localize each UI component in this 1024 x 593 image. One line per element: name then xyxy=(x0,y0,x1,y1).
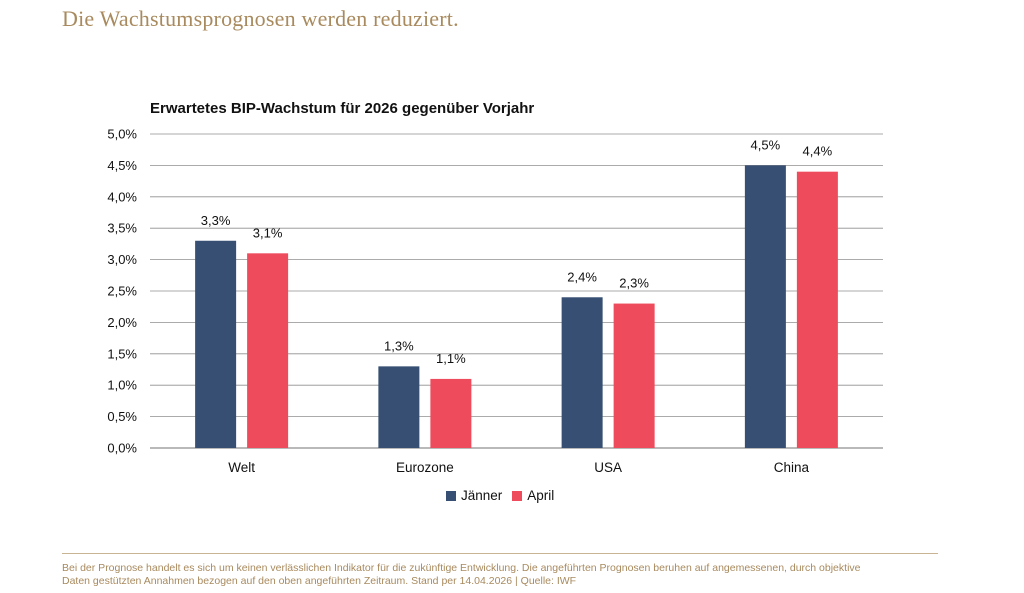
y-tick-label: 4,5% xyxy=(107,158,137,173)
footnote-line-1: Bei der Prognose handelt es sich um kein… xyxy=(62,562,861,574)
legend-item-april[interactable]: April xyxy=(512,488,554,503)
y-tick-label: 2,5% xyxy=(107,284,137,299)
legend-swatch-janner xyxy=(446,490,456,501)
legend-swatch-april xyxy=(512,490,523,501)
bar-janner-welt[interactable] xyxy=(195,240,237,448)
bar-janner-china[interactable] xyxy=(744,165,786,448)
y-tick-label: 0,5% xyxy=(107,409,137,424)
bar-april-welt[interactable] xyxy=(247,253,289,448)
data-label: 2,3% xyxy=(619,276,649,291)
y-tick-label: 5,0% xyxy=(107,127,137,142)
data-label: 1,3% xyxy=(384,338,414,353)
chart-legend: Jänner April xyxy=(446,488,564,503)
y-tick-label: 3,5% xyxy=(107,221,137,236)
data-label: 2,4% xyxy=(567,269,597,284)
chart-title: Erwartetes BIP-Wachstum für 2026 gegenüb… xyxy=(150,100,535,117)
bar-april-usa[interactable] xyxy=(613,303,655,448)
legend-label-janner: Jänner xyxy=(461,488,503,503)
data-label: 3,3% xyxy=(201,213,231,228)
y-tick-label: 1,0% xyxy=(107,378,137,393)
bars xyxy=(195,165,838,448)
bar-janner-usa[interactable] xyxy=(561,297,603,448)
y-tick-label: 1,5% xyxy=(107,346,137,361)
x-axis-ticks: Welt Eurozone USA China xyxy=(228,460,809,475)
y-tick-label: 2,0% xyxy=(107,315,137,330)
x-tick-label: USA xyxy=(594,460,622,475)
y-tick-label: 0,0% xyxy=(107,441,137,456)
legend-label-april: April xyxy=(527,488,555,503)
footer-divider xyxy=(62,553,938,554)
legend-item-janner[interactable]: Jänner xyxy=(446,488,502,503)
x-tick-label: Welt xyxy=(228,460,255,475)
page-headline: Die Wachstumsprognosen werden reduziert. xyxy=(62,6,459,31)
y-tick-label: 4,0% xyxy=(107,189,137,204)
x-tick-label: China xyxy=(774,460,810,475)
x-tick-label: Eurozone xyxy=(396,460,454,475)
footnote-line-2: Daten gestützten Annahmen bezogen auf de… xyxy=(62,575,577,587)
bar-janner-eurozone[interactable] xyxy=(378,366,420,448)
y-axis-ticks: 0,0% 0,5% 1,0% 1,5% 2,0% 2,5% 3,0% 3,5% 4,0% 4,5%… xyxy=(107,127,137,456)
data-label: 4,5% xyxy=(751,137,781,152)
data-labels: 3,3% 3,1% 1,3% 1,1% 2,4% 2,3% 4,5% 4,4% xyxy=(201,137,833,366)
data-label: 3,1% xyxy=(253,225,283,240)
data-label: 4,4% xyxy=(803,144,833,159)
bar-april-china[interactable] xyxy=(796,171,838,448)
data-label: 1,1% xyxy=(436,351,466,366)
y-tick-label: 3,0% xyxy=(107,252,137,267)
footnote: Bei der Prognose handelt es sich um kein… xyxy=(62,562,942,588)
bar-april-eurozone[interactable] xyxy=(430,378,472,448)
